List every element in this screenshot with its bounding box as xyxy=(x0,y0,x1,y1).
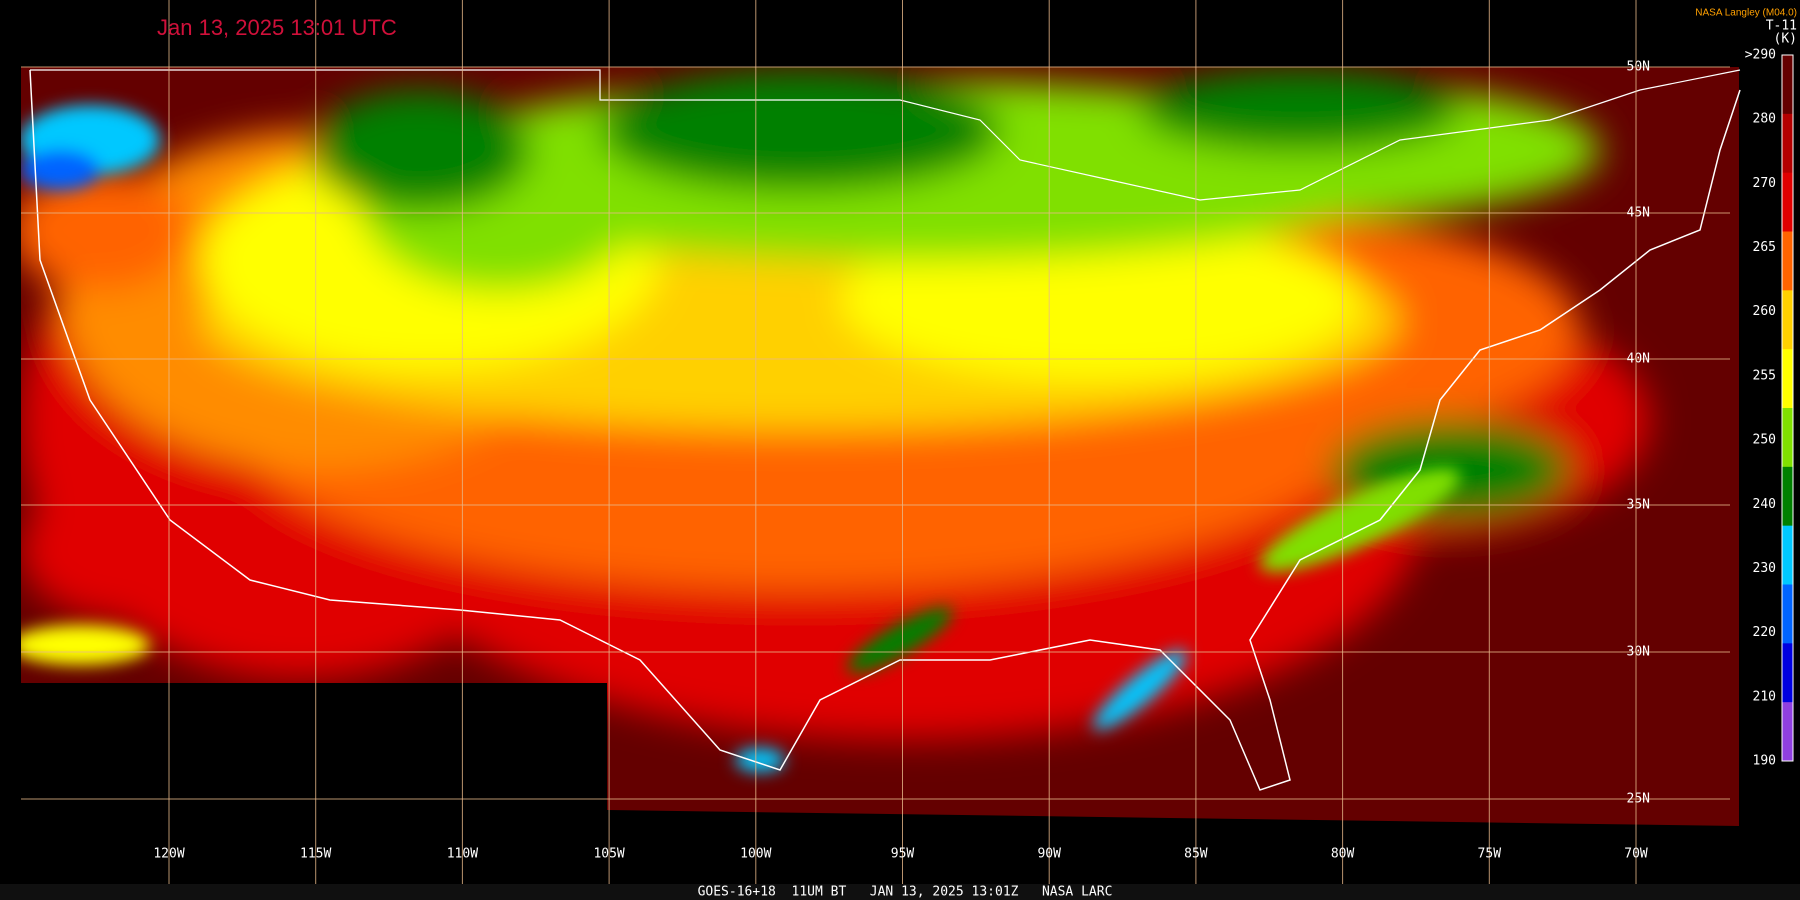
colorbar-unit: (K) xyxy=(1774,32,1797,47)
longitude-label: 75W xyxy=(1478,847,1502,862)
longitude-label: 80W xyxy=(1331,847,1355,862)
colorbar-label: >290 xyxy=(1745,48,1776,63)
footer-text: GOES-16+18 11UM BT JAN 13, 2025 13:01Z N… xyxy=(698,885,1113,900)
colorbar-label: 250 xyxy=(1753,433,1776,448)
latitude-label: 50N xyxy=(1627,60,1650,75)
colorbar-title: T-11 xyxy=(1766,19,1797,34)
longitude-label: 115W xyxy=(300,847,331,862)
longitude-label: 70W xyxy=(1624,847,1648,862)
colorbar-segment xyxy=(1782,55,1793,115)
colorbar-label: 265 xyxy=(1753,240,1776,255)
graticule: 50N 45N 40N 35N 30N 25N 120W 115W 110W 105W 100W 95… xyxy=(21,0,1730,884)
colorbar-segment xyxy=(1782,584,1793,644)
latitude-label: 45N xyxy=(1627,206,1650,221)
colorbar-label: 240 xyxy=(1753,497,1776,512)
credit: NASA Langley (M04.0) xyxy=(1695,8,1797,19)
colorbar-label: 270 xyxy=(1753,176,1776,191)
longitude-label: 120W xyxy=(153,847,184,862)
colorbar-segment xyxy=(1782,172,1793,232)
longitude-label: 105W xyxy=(593,847,624,862)
longitude-label: 100W xyxy=(740,847,771,862)
colorbar-segment xyxy=(1782,231,1793,291)
map-title: Jan 13, 2025 13:01 UTC xyxy=(157,15,397,40)
latitude-label: 25N xyxy=(1627,792,1650,807)
colorbar-label: 190 xyxy=(1753,754,1776,769)
colorbar-segment xyxy=(1782,702,1793,762)
colorbar-segment xyxy=(1782,643,1793,703)
colorbar-label: 220 xyxy=(1753,625,1776,640)
coastline-outline xyxy=(29,69,1741,791)
colorbar-label: 255 xyxy=(1753,368,1776,383)
colorbar-segment xyxy=(1782,525,1793,585)
longitude-label: 110W xyxy=(447,847,478,862)
longitude-label: 85W xyxy=(1184,847,1208,862)
colorbar-segment xyxy=(1782,290,1793,350)
colorbar-segment xyxy=(1782,408,1793,468)
latitude-label: 30N xyxy=(1627,645,1650,660)
colorbar-frame xyxy=(1781,54,1794,762)
colorbar-segment xyxy=(1782,466,1793,527)
colorbar-segment xyxy=(1782,349,1793,409)
longitude-label: 95W xyxy=(891,847,915,862)
colorbar-label: 280 xyxy=(1753,112,1776,127)
temperature-field xyxy=(21,67,1739,826)
colorbar: >290 280 270 265 260 255 250 240 230 220 210 190 xyxy=(1745,48,1794,769)
footer-bar xyxy=(0,884,1800,900)
latitude-label: 40N xyxy=(1627,352,1650,367)
longitude-label: 90W xyxy=(1037,847,1061,862)
colorbar-label: 210 xyxy=(1753,689,1776,704)
colorbar-label: 230 xyxy=(1753,561,1776,576)
colorbar-label: 260 xyxy=(1753,304,1776,319)
border-outline xyxy=(30,69,1741,201)
latitude-label: 35N xyxy=(1627,498,1650,513)
colorbar-segment xyxy=(1782,113,1793,174)
